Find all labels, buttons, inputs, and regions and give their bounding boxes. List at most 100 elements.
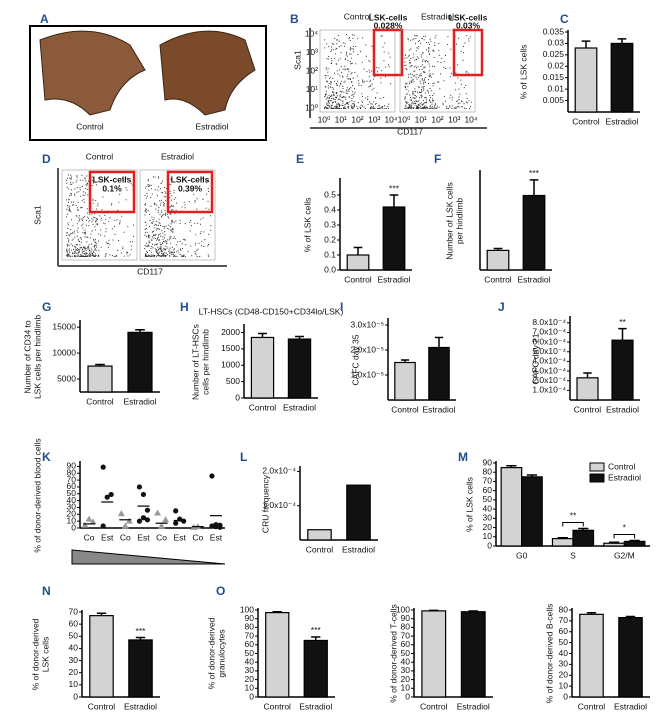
panel-letter: M [458, 450, 468, 464]
y-tick-label: 90 [401, 613, 411, 623]
y-tick-label: 0.025 [543, 49, 565, 59]
y-tick-label: 90 [67, 461, 77, 471]
y-tick-label: 1.0x10⁻⁴ [262, 500, 296, 510]
gate-label: 0.028% [374, 20, 403, 30]
y-tick-label: 40 [67, 495, 77, 505]
data-point [140, 491, 147, 498]
x-tick-label: 10³ [368, 114, 380, 124]
x-tick-label: 10¹ [335, 114, 347, 124]
y-tick-label: 50 [67, 488, 77, 498]
y-tick-label: 10 [559, 680, 569, 690]
panel-letter: L [240, 450, 247, 464]
error-bar [557, 536, 568, 539]
gate [372, 28, 404, 77]
x-tick-label: Control [420, 701, 448, 711]
y-tick-label: 90 [245, 613, 255, 623]
plot-frame [61, 169, 138, 261]
image-label: Estradiol [195, 121, 228, 131]
bar [421, 610, 447, 698]
x-tick-label: 10⁰ [398, 114, 411, 124]
y-tick-label: 0 [73, 691, 78, 701]
gate-label: 0.1% [102, 183, 122, 193]
y-tick-label: 30 [483, 513, 493, 523]
flow-events [66, 174, 134, 257]
y-tick-label: 30 [67, 502, 77, 512]
y-tick-label: 50 [401, 648, 411, 658]
y-tick-label: 10 [483, 531, 493, 541]
data-point [140, 515, 147, 521]
x-tick-label: Estradiol [606, 404, 639, 414]
panel-letter: A [40, 12, 49, 26]
bar [623, 540, 646, 547]
bar [346, 254, 370, 271]
bar [522, 194, 546, 271]
error-bar [353, 246, 363, 255]
y-tick-label: 0.0 [324, 264, 336, 274]
y-tick-label: 1.0x10⁻⁵ [350, 369, 384, 379]
x-tick-label: Estradiol [124, 701, 157, 711]
panel-letter: F [434, 152, 441, 166]
error-bar [272, 610, 282, 613]
x-tick-label: Co [192, 532, 203, 542]
y-axis-label: Sca1 [292, 50, 302, 70]
y-tick-label: 50 [483, 494, 493, 504]
image-label: Control [76, 121, 104, 131]
data-point [209, 473, 215, 479]
bar [87, 365, 113, 393]
x-tick-label: S [570, 550, 576, 560]
dose-wedge [71, 549, 226, 565]
error-bar [581, 40, 591, 48]
y-tick-label: 0.3 [324, 219, 336, 229]
panel-letter: B [290, 12, 299, 26]
y-tick-label: 30 [69, 655, 79, 665]
y-tick-label: 60 [245, 639, 255, 649]
data-point [121, 522, 129, 529]
error-bar [506, 465, 517, 468]
significance: *** [136, 626, 147, 636]
y-tick-label: 10 [69, 679, 79, 689]
error-bar [608, 541, 620, 544]
y-tick-label: 10 [401, 683, 411, 693]
x-tick-label: Control [344, 274, 372, 284]
data-point [100, 464, 106, 470]
y-axis-label: LSK cells [40, 637, 50, 672]
y-tick-label: 3.0x10⁻⁴ [532, 365, 566, 375]
panel-letter: N [42, 584, 51, 598]
chart-title: LT-HSCs (CD48-CD150+CD34lo/LSK) [199, 306, 344, 316]
flow-events [324, 34, 392, 109]
x-tick-label: Estradiol [614, 701, 647, 711]
y-tick-label: 100 [396, 604, 410, 614]
plot-title: Estradiol [421, 11, 454, 21]
x-tick-label: Control [86, 396, 114, 406]
error-bar [629, 539, 640, 542]
significance: ** [570, 511, 577, 521]
y-tick-label: 70 [67, 474, 77, 484]
gate-label: 0.03% [456, 20, 481, 30]
x-tick-label: Estradiol [377, 274, 410, 284]
x-tick-label: Est [101, 532, 114, 542]
panel-letter: H [180, 300, 189, 314]
panel-letter: G [42, 300, 51, 314]
y-tick-label: 80 [245, 622, 255, 632]
error-bar [617, 38, 627, 44]
y-tick-label: 0.01 [547, 83, 564, 93]
bar [460, 611, 486, 698]
gate-label: LSK-cells [369, 12, 408, 22]
y-tick-label: 6.0x10⁻⁴ [532, 336, 566, 346]
bar [572, 529, 595, 547]
x-tick-label: Control [264, 701, 292, 711]
y-tick-label: 70 [401, 630, 411, 640]
bar [428, 346, 450, 401]
y-axis-label: % of LSK cells [464, 477, 474, 532]
x-tick-label: Control [249, 402, 277, 412]
y-tick-label: 0.2 [324, 234, 336, 244]
y-axis-label: CAFC day 35 [350, 334, 360, 385]
panel-letter: J [498, 300, 505, 314]
y-tick-label: 0 [235, 392, 240, 402]
y-tick-label: 10³ [306, 47, 318, 57]
error-bar [618, 327, 627, 341]
data-point [104, 494, 110, 500]
x-tick-label: Estradiol [283, 402, 316, 412]
image-frame [29, 25, 267, 141]
